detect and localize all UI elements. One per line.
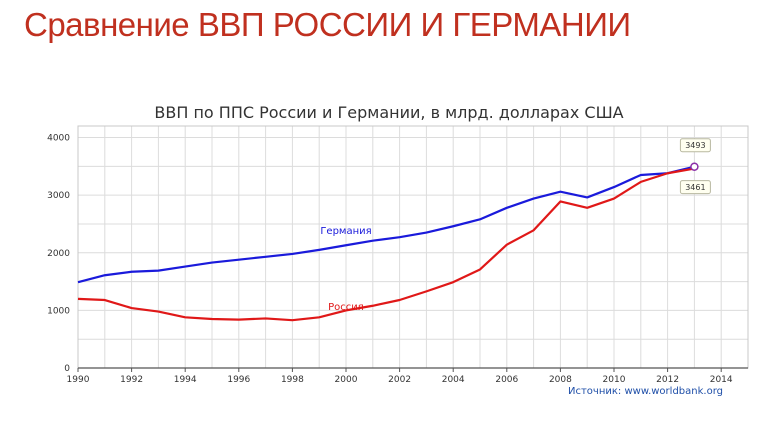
x-tick-label: 2008	[549, 375, 572, 385]
y-tick-label: 3000	[47, 191, 70, 201]
axes: 0 1000 2000 3000 4000 1990 1992 1994 1996 1998 200…	[47, 125, 749, 385]
series-label-germany: Германия	[320, 226, 371, 237]
end-point-marker	[690, 162, 699, 171]
y-tick-label: 0	[64, 364, 70, 374]
source-note: Источник: www.worldbank.org	[568, 386, 723, 397]
value-callout-label: 3461	[685, 183, 705, 192]
x-tick-label: 2010	[603, 375, 626, 385]
x-tick-label: 2004	[442, 375, 465, 385]
labels: Германия Россия 3493 3461	[320, 138, 711, 313]
value-callout-box	[679, 138, 711, 153]
x-tick-label: 2002	[388, 375, 411, 385]
y-tick-label: 2000	[47, 249, 70, 259]
y-tick-label: 1000	[47, 306, 70, 316]
x-tick-label: 2000	[335, 375, 358, 385]
x-tick-label: 1996	[227, 375, 250, 385]
series-line-germany	[77, 165, 695, 284]
grid	[77, 126, 749, 368]
x-tick-label: 1992	[120, 375, 143, 385]
x-tick-label: 1990	[67, 375, 90, 385]
value-callout-label: 3493	[685, 141, 705, 150]
series-line-russia	[77, 167, 695, 322]
plot-frame	[77, 125, 749, 369]
x-tick-label: 2006	[495, 375, 518, 385]
x-tick-label: 1994	[174, 375, 197, 385]
chart-title: ВВП по ППС России и Германии, в млрд. до…	[154, 103, 624, 122]
series-label-russia: Россия	[328, 302, 364, 313]
slide-title: Сравнение ВВП РОССИИ И ГЕРМАНИИ	[24, 6, 631, 43]
x-tick-label: 2012	[656, 375, 679, 385]
value-callout-box	[679, 180, 711, 195]
y-tick-label: 4000	[47, 134, 70, 144]
series	[77, 165, 695, 322]
x-tick-label: 1998	[281, 375, 304, 385]
x-tick-label: 2014	[710, 375, 733, 385]
